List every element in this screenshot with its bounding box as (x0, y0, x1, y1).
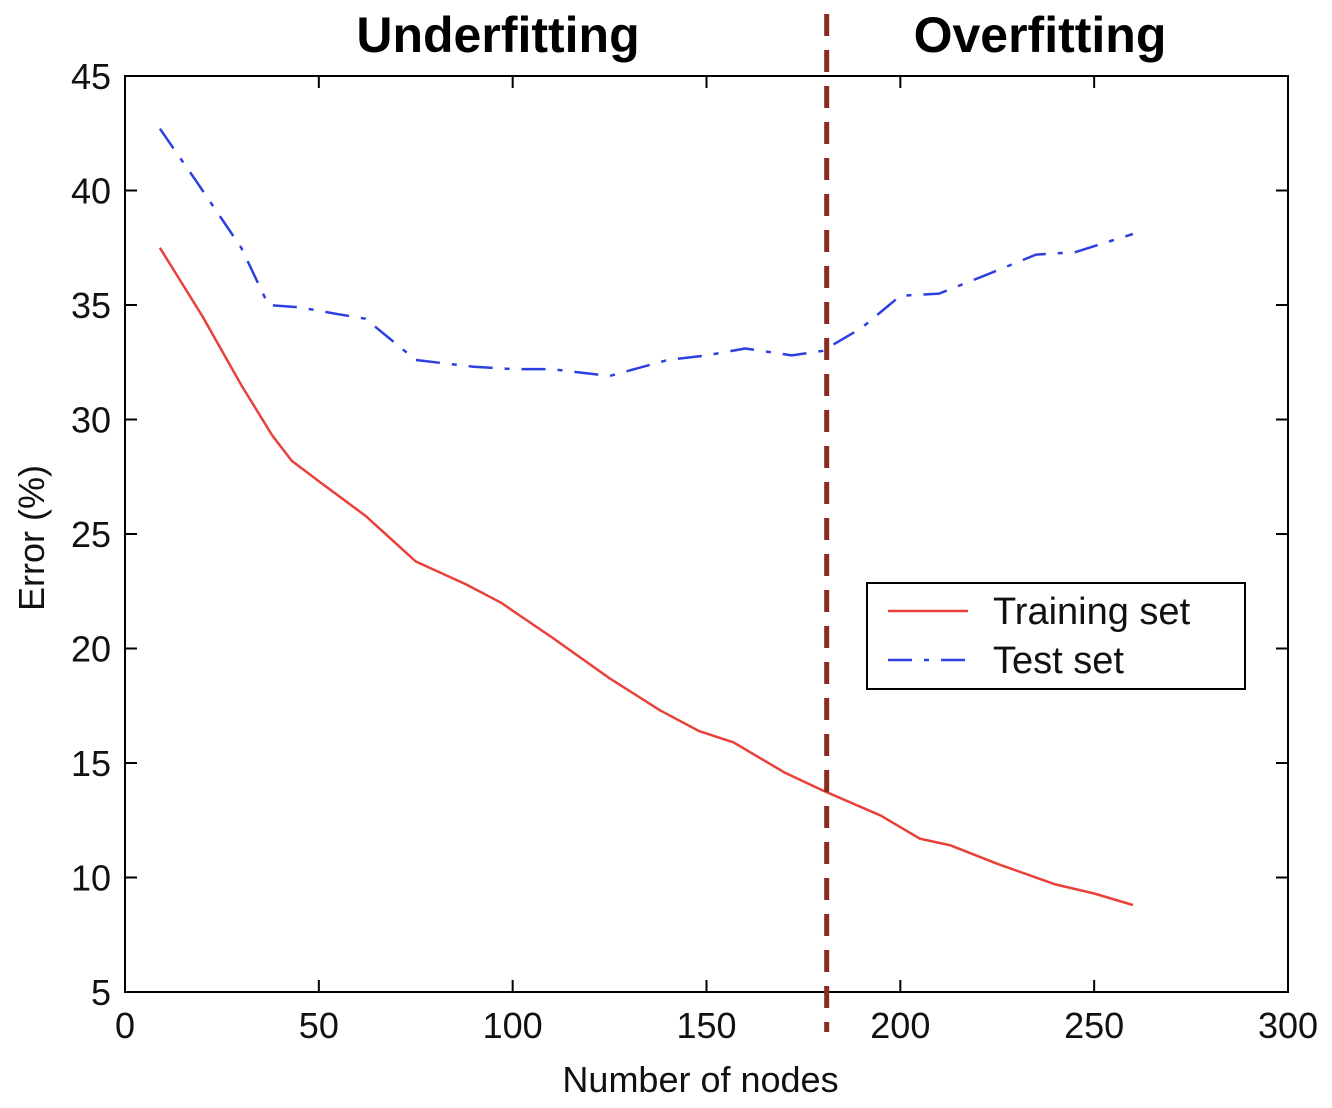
y-tick-label: 40 (71, 171, 111, 212)
x-tick-label: 150 (676, 1005, 736, 1046)
x-tick-label: 200 (870, 1005, 930, 1046)
y-tick-label: 25 (71, 514, 111, 555)
legend-label-test: Test set (993, 640, 1124, 682)
x-tick-label: 250 (1064, 1005, 1124, 1046)
series-line-test (158, 127, 1134, 378)
x-axis-title: Number of nodes (562, 1059, 838, 1100)
overfitting-label: Overfitting (914, 7, 1167, 63)
y-tick-label: 15 (71, 743, 111, 784)
underfitting-label: Underfitting (356, 7, 639, 63)
x-tick-label: 300 (1258, 1005, 1318, 1046)
y-axis-title: Error (%) (11, 465, 52, 611)
plot-area (124, 75, 1289, 993)
x-tick-label: 100 (483, 1005, 543, 1046)
legend-label-training: Training set (993, 591, 1191, 633)
x-tick-label: 50 (299, 1005, 339, 1046)
y-tick-label: 30 (71, 400, 111, 441)
y-tick-label: 20 (71, 629, 111, 670)
legend: Training set Test set (866, 582, 1246, 690)
y-tick-label: 5 (91, 972, 111, 1013)
legend-box (866, 582, 1246, 690)
ticks-layer: 0 50 100 150 200 250 300 5 10 15 20 25 30 35 40 45 (71, 56, 1318, 1046)
series-line-training (158, 247, 1134, 907)
y-tick-label: 45 (71, 56, 111, 97)
y-tick-label: 35 (71, 285, 111, 326)
series-layer (158, 127, 1134, 907)
y-tick-label: 10 (71, 858, 111, 899)
x-tick-label: 0 (115, 1005, 135, 1046)
